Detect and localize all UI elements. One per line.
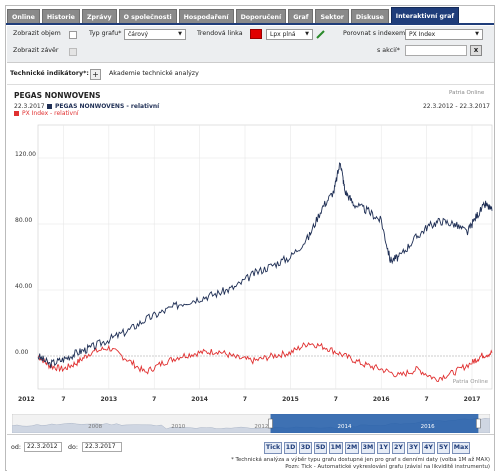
technical-indicators-row: Technické indikátory*: + Akademie techni… bbox=[7, 63, 494, 85]
interactive-chart-frame: Online Historie Zprávy O společnosti Hospoda… bbox=[5, 5, 495, 471]
chart-type-value: čárový bbox=[128, 31, 149, 38]
range-button-6[interactable]: 3M bbox=[361, 442, 375, 454]
tab-8[interactable]: Diskuse bbox=[350, 9, 389, 24]
range-button-5[interactable]: 2M bbox=[345, 442, 359, 454]
academy-link[interactable]: Akademie technické analýzy bbox=[109, 70, 199, 77]
compare-index-label: Porovnat s indexem* bbox=[343, 30, 409, 37]
x-tick-label: 7 bbox=[334, 396, 338, 403]
chevron-down-icon: ▼ bbox=[475, 31, 479, 37]
tab-6[interactable]: Graf bbox=[288, 9, 314, 24]
range-button-0[interactable]: Tick bbox=[264, 442, 282, 454]
range-button-1[interactable]: 1D bbox=[284, 442, 297, 454]
tab-1[interactable]: Historie bbox=[41, 9, 80, 24]
x-tick-label: 2013 bbox=[100, 396, 117, 403]
series-line-0 bbox=[37, 162, 493, 368]
range-button-4[interactable]: 1M bbox=[329, 442, 343, 454]
compare-stock-input[interactable] bbox=[405, 45, 467, 56]
legend-index-swatch bbox=[14, 111, 19, 116]
date-range-label: 22.3.2012 - 22.3.2017 bbox=[423, 103, 490, 110]
to-label: do: bbox=[68, 444, 78, 451]
legend-main-swatch bbox=[47, 104, 52, 109]
line-style-select[interactable]: Lpx plná ▼ bbox=[266, 29, 313, 40]
legend-date: 22.3.2017 bbox=[14, 103, 45, 110]
range-button-12[interactable]: Max bbox=[452, 442, 470, 454]
navigator-year-label: 2016 bbox=[421, 424, 435, 430]
show-volume-label: Zobrazit objem bbox=[13, 30, 61, 37]
navigator-year-label: 2010 bbox=[171, 424, 185, 430]
tab-underline bbox=[6, 23, 494, 25]
x-tick-label: 2012 bbox=[18, 396, 35, 403]
compare-index-value: PX Index bbox=[409, 31, 436, 38]
navigator-handle-right bbox=[476, 418, 481, 429]
trend-line-label: Trendová linka bbox=[197, 30, 243, 37]
pencil-icon[interactable] bbox=[316, 29, 326, 39]
series-line-1 bbox=[37, 341, 493, 383]
range-button-10[interactable]: 4Y bbox=[422, 442, 435, 454]
y-tick-label: 80.00 bbox=[15, 217, 32, 224]
x-tick-label: 7 bbox=[425, 396, 429, 403]
navigator-selection bbox=[270, 414, 479, 433]
tab-5[interactable]: Doporučení bbox=[235, 9, 287, 24]
compare-stock-label: s akcií* bbox=[377, 47, 400, 54]
technical-indicators-label: Technické indikátory*: bbox=[10, 70, 89, 77]
clear-compare-button[interactable]: x bbox=[470, 45, 482, 56]
x-tick-label: 7 bbox=[243, 396, 247, 403]
from-label: od: bbox=[11, 444, 21, 451]
tab-0[interactable]: Online bbox=[7, 9, 40, 24]
source-label-bottom: Patria Online bbox=[453, 379, 489, 385]
footer: od: 22.3.2012 do: 22.3.2017 Tick 1D 3D 5D 1M… bbox=[7, 434, 494, 471]
chart-type-label: Typ grafu* bbox=[89, 30, 122, 37]
range-button-8[interactable]: 2Y bbox=[392, 442, 405, 454]
range-button-9[interactable]: 3Y bbox=[407, 442, 420, 454]
control-panel: Zobrazit objem Zobrazit závěr Typ grafu*… bbox=[7, 26, 494, 63]
navigator-year-label: 2008 bbox=[88, 424, 102, 430]
x-tick-label: 7 bbox=[61, 396, 65, 403]
navigator-handle-left bbox=[268, 418, 273, 429]
x-tick-label: 2014 bbox=[191, 396, 208, 403]
plot-area bbox=[37, 124, 493, 390]
range-button-3[interactable]: 5D bbox=[314, 442, 327, 454]
x-tick-label: 7 bbox=[152, 396, 156, 403]
add-indicator-button[interactable]: + bbox=[90, 69, 101, 80]
x-tick-label: 2015 bbox=[282, 396, 299, 403]
navigator-year-label: 2012 bbox=[254, 424, 268, 430]
navigator-year-label: 2014 bbox=[338, 424, 352, 430]
chevron-down-icon: ▼ bbox=[178, 31, 182, 37]
tab-2[interactable]: Zprávy bbox=[81, 9, 117, 24]
range-button-2[interactable]: 3D bbox=[299, 442, 312, 454]
tab-bar: Online Historie Zprávy O společnosti Hospoda… bbox=[7, 7, 460, 24]
source-label-top: Patria Online bbox=[449, 90, 485, 96]
chart-type-select[interactable]: čárový ▼ bbox=[124, 29, 186, 40]
y-tick-label: 120.00 bbox=[15, 151, 36, 158]
show-close-label: Zobrazit závěr bbox=[13, 47, 59, 54]
range-button-11[interactable]: 5Y bbox=[437, 442, 450, 454]
to-date-value: 22.3.2017 bbox=[85, 443, 116, 450]
tab-3[interactable]: O společnosti bbox=[118, 9, 177, 24]
trend-line-color-swatch[interactable] bbox=[250, 29, 262, 39]
footer-note-2: Pozn: Tick - Automatické vykreslování gr… bbox=[285, 464, 490, 470]
line-style-value: Lpx plná bbox=[270, 31, 296, 38]
from-date-value: 22.3.2012 bbox=[27, 443, 58, 450]
chevron-down-icon: ▼ bbox=[305, 31, 309, 37]
tab-7[interactable]: Sektor bbox=[315, 9, 349, 24]
legend-index-label: PX Index - relativní bbox=[22, 110, 79, 117]
range-button-7[interactable]: 1Y bbox=[377, 442, 390, 454]
tab-4[interactable]: Hospodaření bbox=[178, 9, 234, 24]
to-date-input[interactable]: 22.3.2017 bbox=[82, 442, 122, 452]
tab-9[interactable]: Interaktivní graf bbox=[390, 7, 460, 24]
show-close-checkbox[interactable] bbox=[69, 48, 77, 56]
x-tick-label: 2016 bbox=[373, 396, 390, 403]
compare-index-select[interactable]: PX Index ▼ bbox=[405, 29, 483, 40]
chart-title: PEGAS NONWOVENS bbox=[14, 91, 101, 100]
show-volume-checkbox[interactable] bbox=[69, 31, 77, 39]
footer-note-1: * Technická analýza a výběr typu grafu d… bbox=[231, 457, 490, 463]
y-tick-label: 40.00 bbox=[15, 283, 32, 290]
x-tick-label: 2017 bbox=[464, 396, 481, 403]
range-navigator[interactable]: 2008 2010 2012 2014 2016 bbox=[12, 414, 490, 433]
legend-main-label: PEGAS NONWOVENS - relativní bbox=[55, 103, 160, 110]
from-date-input[interactable]: 22.3.2012 bbox=[24, 442, 62, 452]
y-tick-label: 0.00 bbox=[15, 349, 29, 356]
